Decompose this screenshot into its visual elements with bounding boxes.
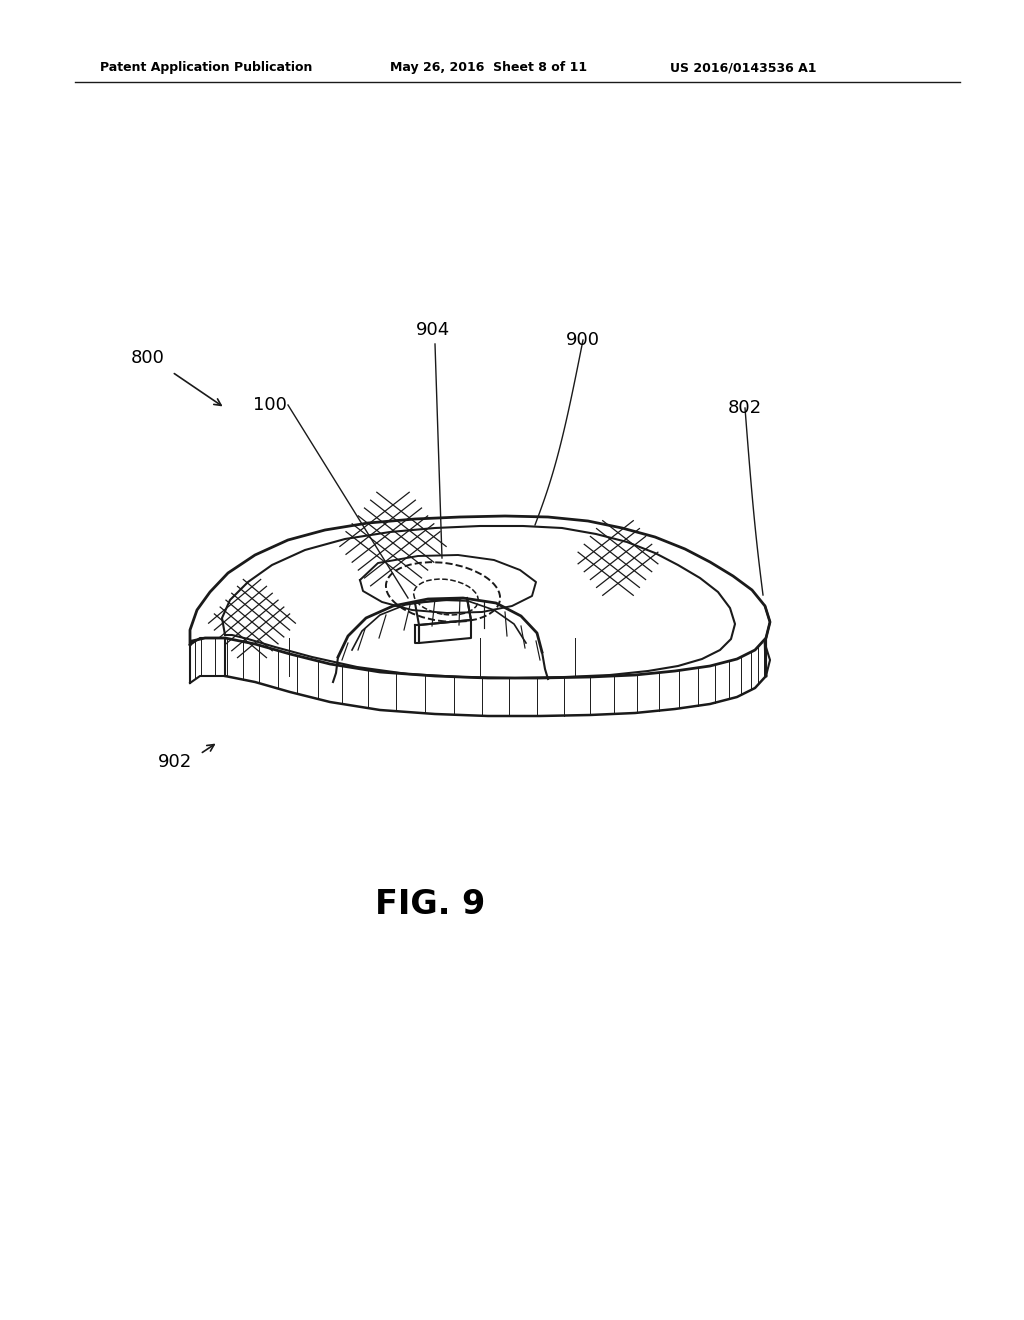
Text: US 2016/0143536 A1: US 2016/0143536 A1 xyxy=(670,62,816,74)
Text: May 26, 2016  Sheet 8 of 11: May 26, 2016 Sheet 8 of 11 xyxy=(390,62,587,74)
Text: 100: 100 xyxy=(253,396,287,414)
Text: 802: 802 xyxy=(728,399,762,417)
Text: 900: 900 xyxy=(566,331,600,348)
Text: FIG. 9: FIG. 9 xyxy=(375,888,485,921)
Text: Patent Application Publication: Patent Application Publication xyxy=(100,62,312,74)
Text: 902: 902 xyxy=(158,752,193,771)
Text: 800: 800 xyxy=(131,348,165,367)
Text: 904: 904 xyxy=(416,321,451,339)
